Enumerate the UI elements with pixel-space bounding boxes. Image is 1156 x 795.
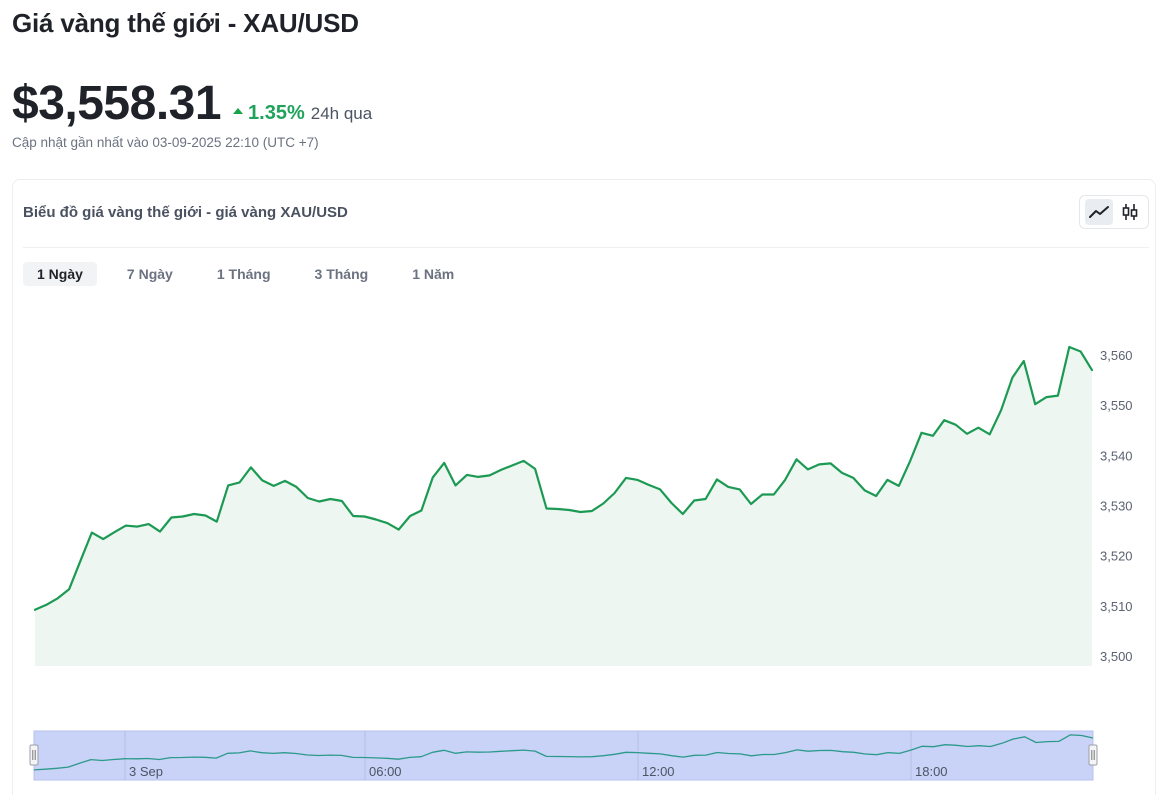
change-period: 24h qua <box>310 104 373 123</box>
y-tick-label: 3,500 <box>1100 649 1133 664</box>
y-tick-label: 3,530 <box>1100 499 1133 514</box>
navigator-time-label: 18:00 <box>915 764 948 779</box>
card-divider <box>23 247 1149 248</box>
y-tick-label: 3,510 <box>1100 599 1133 614</box>
current-price: $3,558.31 <box>12 77 222 130</box>
navigator-time-label: 12:00 <box>642 764 675 779</box>
y-tick-label: 3,550 <box>1100 398 1133 413</box>
arrow-up-icon <box>233 108 244 114</box>
price-change: 1.35% 24h qua <box>233 102 372 125</box>
range-tabs: 1 Ngày 7 Ngày 1 Tháng 3 Tháng 1 Năm <box>23 262 484 286</box>
handle-grip <box>1088 744 1098 766</box>
candlestick-icon <box>1122 204 1137 220</box>
y-tick-label: 3,540 <box>1100 448 1133 463</box>
navigator-right-handle[interactable] <box>1088 744 1098 766</box>
last-updated: Cập nhật gần nhất vào 03-09-2025 22:10 (… <box>12 135 319 150</box>
price-line <box>33 345 1094 611</box>
chart-type-toggle <box>1079 195 1149 229</box>
candlestick-button[interactable] <box>1116 199 1144 225</box>
tab-1-year[interactable]: 1 Năm <box>412 266 455 282</box>
chart-card-title: Biểu đồ giá vàng thế giới - giá vàng XAU… <box>23 204 348 221</box>
handle-grip <box>29 744 39 766</box>
line-chart-button[interactable] <box>1084 199 1113 225</box>
y-tick-label: 3,560 <box>1100 348 1133 363</box>
tab-1-month[interactable]: 1 Tháng <box>216 266 271 282</box>
tab-1-day[interactable]: 1 Ngày <box>23 262 97 286</box>
tab-7-days[interactable]: 7 Ngày <box>126 266 173 282</box>
line-chart-icon <box>1088 206 1109 218</box>
price-summary: $3,558.31 1.35% 24h qua <box>12 76 372 131</box>
tab-3-months[interactable]: 3 Tháng <box>314 266 369 282</box>
y-tick-label: 3,520 <box>1100 549 1133 564</box>
navigator-line <box>33 734 1094 771</box>
navigator-selection[interactable] <box>33 730 1094 781</box>
navigator-time-label: 3 Sep <box>129 764 163 779</box>
navigator-time-label: 06:00 <box>369 764 402 779</box>
change-percent: 1.35% <box>248 102 305 124</box>
price-area <box>35 347 1092 666</box>
navigator-left-handle[interactable] <box>29 744 39 766</box>
page-title: Giá vàng thế giới - XAU/USD <box>12 8 359 38</box>
